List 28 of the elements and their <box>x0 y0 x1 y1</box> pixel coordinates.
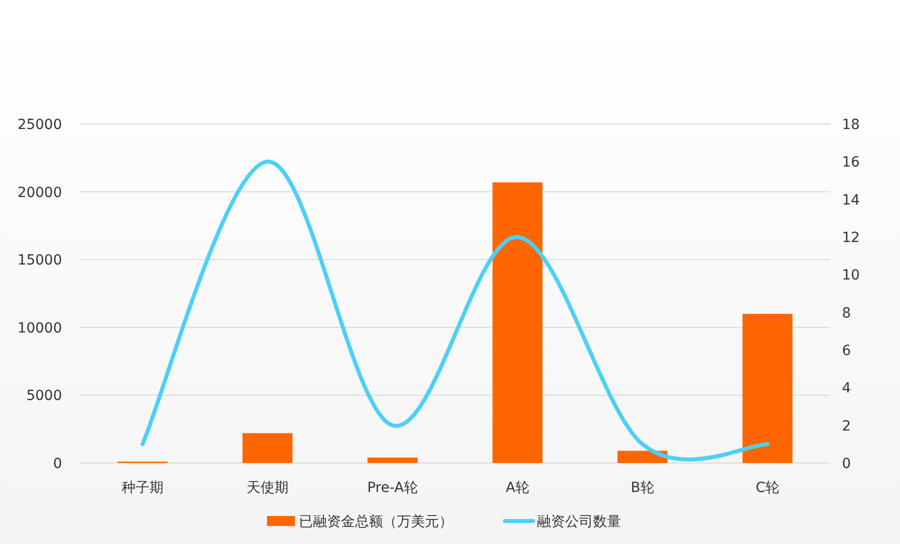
y-tick-label: 20000 <box>17 184 62 201</box>
bar <box>242 433 292 463</box>
y2-tick-label: 10 <box>842 268 860 284</box>
y-tick-label: 0 <box>53 456 62 472</box>
bar <box>368 458 418 463</box>
y2-tick-label: 14 <box>842 192 860 208</box>
y2-tick-label: 8 <box>842 305 851 322</box>
y2-tick-label: 2 <box>842 418 851 434</box>
x-tick-label: B轮 <box>630 480 654 496</box>
y-tick-label: 25000 <box>17 117 62 133</box>
y2-tick-label: 0 <box>842 456 851 472</box>
legend-label: 融资公司数量 <box>537 514 621 530</box>
y-tick-label: 10000 <box>17 320 62 336</box>
x-tick-label: 种子期 <box>122 480 164 496</box>
y2-tick-label: 12 <box>842 230 860 246</box>
y2-tick-label: 4 <box>842 380 851 397</box>
bar <box>492 182 542 463</box>
y2-tick-label: 18 <box>842 117 860 133</box>
y-tick-label: 15000 <box>17 252 62 269</box>
y2-tick-label: 16 <box>842 154 860 171</box>
legend-label: 已融资金总额（万美元） <box>299 514 453 530</box>
y2-tick-label: 6 <box>842 343 851 359</box>
x-tick-label: Pre-A轮 <box>367 480 418 496</box>
x-tick-label: 天使期 <box>246 480 288 496</box>
x-tick-label: A轮 <box>506 480 530 496</box>
bar <box>742 314 792 463</box>
y-tick-label: 5000 <box>26 388 62 404</box>
x-tick-label: C轮 <box>756 480 780 496</box>
